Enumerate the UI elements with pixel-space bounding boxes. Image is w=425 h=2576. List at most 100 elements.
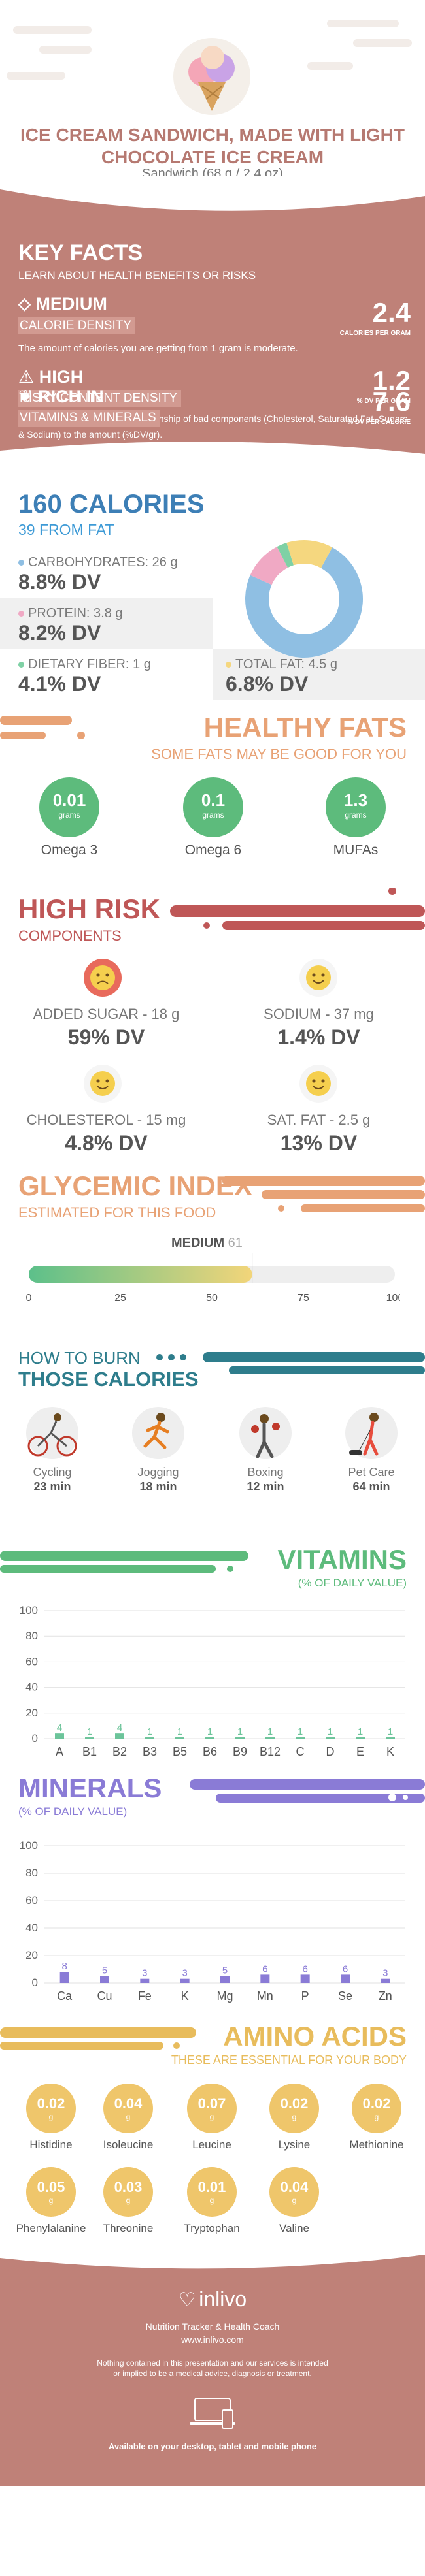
macro-carbohydrates: CARBOHYDRATES: 26 g 8.8% DV <box>0 547 212 598</box>
amino-name: Threonine <box>103 2222 154 2234</box>
donut-slice-protein <box>250 547 288 585</box>
minerals-subtitle: (% OF DAILY VALUE) <box>18 1805 128 1818</box>
amino-unit: g <box>48 2196 54 2205</box>
key-fact-value: 1.2 <box>372 365 411 396</box>
activity-name: Cycling <box>33 1466 72 1479</box>
brand-name: inlivo <box>199 2287 247 2311</box>
risk-dv: 13% DV <box>280 1131 358 1155</box>
amino-value: 0.04 <box>114 2095 143 2112</box>
fat-unit: grams <box>345 811 367 820</box>
amino-unit: g <box>48 2112 54 2121</box>
bar-se <box>341 1974 350 1983</box>
fat-value: 0.1 <box>201 790 226 810</box>
y-tick-label: 100 <box>20 1839 38 1852</box>
key-fact-unit: % DV PER GRAM <box>356 398 411 405</box>
x-tick-label: B2 <box>112 1745 127 1758</box>
high-risk-subtitle: COMPONENTS <box>18 927 122 944</box>
warning-icon: ⚠ <box>18 367 35 387</box>
footer-url[interactable]: www.inlivo.com <box>181 2334 244 2345</box>
calories-section: 160 CALORIES 39 FROM FAT CARBOHYDRATES: … <box>0 464 425 712</box>
healthy-fats-decoration <box>0 716 85 739</box>
cycling-icon <box>25 1407 80 1469</box>
jogging-icon <box>131 1407 186 1469</box>
x-tick-label: B9 <box>233 1745 247 1758</box>
amino-name: Phenylalanine <box>16 2222 86 2234</box>
amino-badge-lysine: 0.02 g <box>269 2084 319 2133</box>
amino-badge-phenylalanine: 0.05 g <box>26 2167 76 2217</box>
macro-protein: PROTEIN: 3.8 g 8.2% DV <box>0 598 212 649</box>
x-tick-label: Mg <box>216 1989 233 2003</box>
glycemic-fill <box>29 1266 252 1283</box>
glycemic-level: MEDIUM <box>171 1236 225 1250</box>
bar-data-label: 3 <box>382 1968 388 1979</box>
bar-data-label: 1 <box>177 1726 182 1737</box>
key-fact-value: 2.4 <box>372 297 411 328</box>
amino-name: Lysine <box>278 2138 311 2151</box>
macro-dv: 6.8% DV <box>226 672 309 696</box>
mufas-label: MUFAs <box>333 843 379 858</box>
mufas-badge: 1.3 grams <box>326 777 386 837</box>
bar-data-label: 4 <box>57 1722 62 1733</box>
bar-data-label: 6 <box>262 1963 267 1974</box>
y-tick-label: 20 <box>26 1707 38 1719</box>
x-tick-label: Se <box>338 1989 352 2003</box>
fat-unit: grams <box>58 811 80 820</box>
glycemic-tick: 75 <box>298 1293 309 1304</box>
amino-unit: g <box>374 2112 379 2121</box>
boxing-icon <box>238 1407 293 1469</box>
carbs-dot-icon <box>18 560 24 566</box>
activity-time: 18 min <box>139 1480 177 1493</box>
bar-k <box>180 1978 190 1983</box>
bar-d <box>326 1737 335 1739</box>
footer-wave <box>0 2248 425 2269</box>
vitamins-subtitle: (% OF DAILY VALUE) <box>298 1577 407 1589</box>
x-tick-label: B5 <box>173 1745 187 1758</box>
fiber-dot-icon <box>18 662 24 668</box>
bar-mn <box>260 1974 270 1983</box>
devices-icon <box>190 2396 235 2436</box>
key-fact-badge: RICH IN <box>38 387 104 406</box>
burn-title-line2: THOSE CALORIES <box>18 1368 199 1391</box>
bar-b2 <box>115 1733 124 1739</box>
y-tick-label: 100 <box>20 1604 38 1617</box>
glycemic-decoration <box>222 1176 425 1212</box>
fat-value: 0.01 <box>52 790 86 810</box>
key-fact-description: The amount of calories you are getting f… <box>18 343 298 354</box>
bar-b12 <box>265 1737 275 1739</box>
burn-section: HOW TO BURN THOSE CALORIES Cycling 23 mi… <box>0 1348 425 1544</box>
footer-disclaimer: Nothing contained in this presentation a… <box>97 2359 328 2378</box>
glycemic-tick: 50 <box>206 1293 218 1304</box>
healthy-fats-section: HEALTHY FATS SOME FATS MAY BE GOOD FOR Y… <box>0 712 425 888</box>
bar-a <box>55 1733 64 1739</box>
macro-dv: 4.1% DV <box>18 672 101 696</box>
vitamins-title: VITAMINS <box>277 1544 407 1575</box>
bar-data-label: 1 <box>298 1726 303 1737</box>
amino-name: Leucine <box>192 2138 231 2151</box>
amino-name: Valine <box>279 2222 309 2234</box>
happy-face-icon <box>84 1065 122 1106</box>
amino-decoration <box>0 2027 196 2050</box>
infographic-page: ICE CREAM SANDWICH, MADE WITH LIGHT CHOC… <box>0 20 425 2486</box>
activity-time: 64 min <box>352 1480 390 1493</box>
food-title: ICE CREAM SANDWICH, MADE WITH LIGHT CHOC… <box>20 125 405 167</box>
fat-unit: grams <box>202 811 224 820</box>
x-tick-label: K <box>386 1745 394 1758</box>
high-risk-section: HIGH RISK COMPONENTS ADDED SUGAR - 18 g … <box>0 888 425 1170</box>
amino-value: 0.02 <box>280 2095 309 2112</box>
amino-badge-methionine: 0.02 g <box>352 2084 401 2133</box>
bar-k <box>386 1737 395 1739</box>
x-tick-label: C <box>296 1745 305 1758</box>
omega3-badge: 0.01 grams <box>39 777 99 837</box>
bar-data-label: 1 <box>207 1726 212 1737</box>
x-tick-label: K <box>181 1989 189 2003</box>
activity-time: 12 min <box>246 1480 284 1493</box>
y-tick-label: 0 <box>32 1732 38 1745</box>
bar-cu <box>100 1976 109 1983</box>
sad-face-icon <box>84 959 122 1000</box>
amino-badge-valine: 0.04 g <box>269 2167 319 2217</box>
bar-b5 <box>175 1737 184 1739</box>
amino-unit: g <box>292 2196 297 2205</box>
bar-data-label: 3 <box>142 1968 147 1979</box>
x-tick-label: B1 <box>82 1745 97 1758</box>
footer-tagline: Nutrition Tracker & Health Coach <box>145 2321 280 2332</box>
